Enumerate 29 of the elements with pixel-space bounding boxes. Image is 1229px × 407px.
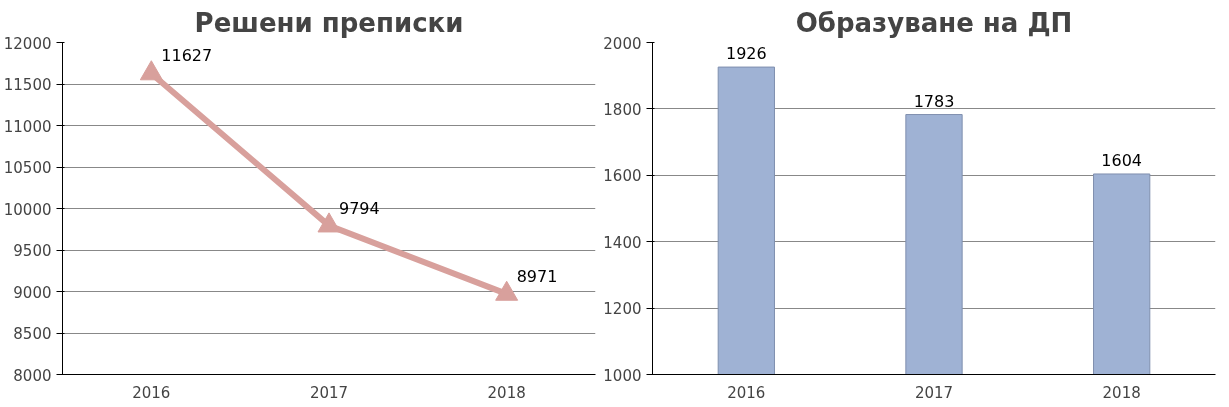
y-tick-label: 2000 <box>603 34 642 53</box>
y-tick-label: 8500 <box>13 325 52 343</box>
x-tick-label: 2017 <box>914 383 954 402</box>
y-tick-label: 9000 <box>13 283 52 302</box>
y-tick-label: 10500 <box>3 159 52 177</box>
y-tick-label: 1600 <box>603 167 642 186</box>
data-label: 1926 <box>725 44 767 64</box>
y-tick-label: 1200 <box>603 300 642 319</box>
y-tick-label: 9500 <box>13 242 52 260</box>
y-tick-label: 1000 <box>603 366 642 385</box>
y-tick-label: 10000 <box>3 200 52 219</box>
x-tick-label: 2018 <box>487 383 526 402</box>
y-tick-label: 12000 <box>3 34 52 53</box>
x-tick-label: 2018 <box>1102 383 1141 402</box>
data-label: 8971 <box>516 266 558 286</box>
data-label: 1604 <box>1101 150 1143 170</box>
data-label: 1783 <box>913 91 955 111</box>
x-tick-label: 2017 <box>309 383 349 402</box>
y-tick-label: 11000 <box>3 117 52 136</box>
y-tick-label: 1400 <box>603 233 642 252</box>
chart-title: Решени преписки <box>194 7 464 38</box>
data-label: 11627 <box>161 46 213 66</box>
x-tick-label: 2016 <box>132 383 171 402</box>
y-tick-label: 8000 <box>13 366 52 385</box>
chart-title: Образуване на ДП <box>795 7 1073 38</box>
x-tick-label: 2016 <box>727 383 766 402</box>
y-tick-label: 11500 <box>3 76 52 94</box>
y-tick-label: 1800 <box>603 100 642 119</box>
data-label: 9794 <box>339 198 380 218</box>
